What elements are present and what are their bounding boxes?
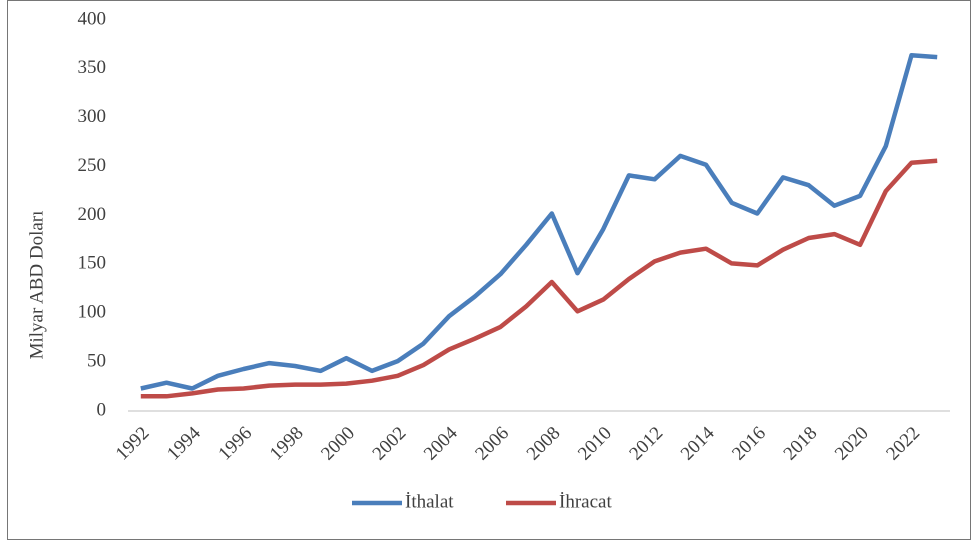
y-tick-label: 150 <box>78 253 107 274</box>
y-tick-label: 200 <box>78 204 107 225</box>
legend-label: İhracat <box>559 491 612 512</box>
y-tick-label: 0 <box>97 399 107 420</box>
chart-border <box>7 0 971 540</box>
y-tick-label: 400 <box>78 8 107 29</box>
series-line <box>140 158 938 399</box>
y-axis-label: Milyar ABD Doları <box>26 211 47 360</box>
y-tick-label: 100 <box>78 302 107 323</box>
series-line <box>140 52 938 391</box>
y-tick-label: 300 <box>78 106 107 127</box>
legend-label: İthalat <box>405 491 454 512</box>
y-tick-label: 350 <box>78 57 107 78</box>
y-tick-label: 50 <box>87 350 106 371</box>
y-tick-label: 250 <box>78 155 107 176</box>
